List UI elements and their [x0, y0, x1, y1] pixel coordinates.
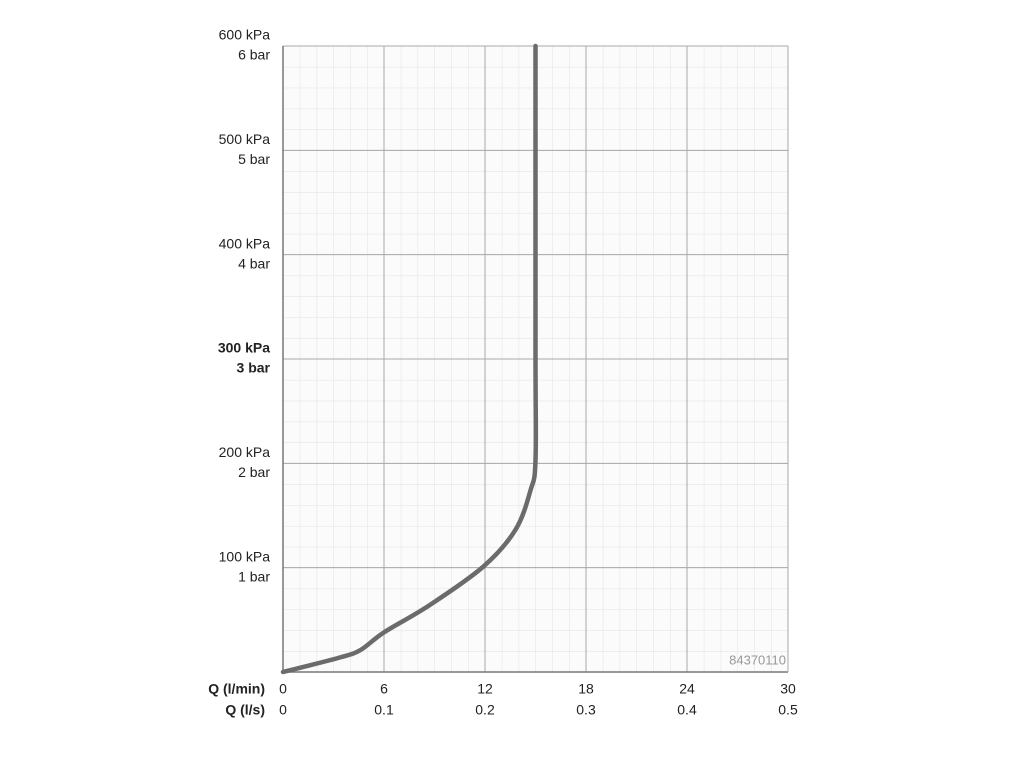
x2-tick-label: 0.2 — [475, 702, 495, 718]
y-tick-label: 400 kPa — [219, 235, 271, 251]
x-tick-label: 12 — [477, 681, 493, 697]
y2-tick-label: 1 bar — [238, 568, 270, 584]
x2-tick-label: 0.5 — [778, 702, 798, 718]
x2-tick-label: 0.1 — [374, 702, 394, 718]
y2-tick-label: 4 bar — [238, 255, 270, 271]
x2-axis-label: Q (l/s) — [225, 702, 265, 718]
flow-curve — [280, 43, 539, 675]
x-tick-label: 30 — [780, 681, 796, 697]
x-tick-label: 0 — [279, 681, 287, 697]
y-tick-label: 200 kPa — [219, 444, 271, 460]
x-tick-label: 6 — [380, 681, 388, 697]
y-tick-label: 100 kPa — [219, 548, 271, 564]
x-tick-label: 24 — [679, 681, 695, 697]
x2-tick-label: 0.3 — [576, 702, 596, 718]
x-tick-label: 18 — [578, 681, 594, 697]
y-tick-label: 500 kPa — [219, 131, 271, 147]
annotation: 84370110 — [729, 652, 786, 667]
x2-tick-label: 0 — [279, 702, 287, 718]
y2-tick-label: 6 bar — [238, 47, 270, 63]
y2-tick-label: 2 bar — [238, 464, 270, 480]
y2-tick-label: 5 bar — [238, 151, 270, 167]
x2-tick-label: 0.4 — [677, 702, 697, 718]
y-tick-label: 300 kPa — [218, 340, 270, 356]
y-tick-label: 600 kPa — [219, 27, 271, 43]
x-axis-label: Q (l/min) — [208, 681, 265, 697]
y2-tick-label: 3 bar — [237, 360, 271, 376]
